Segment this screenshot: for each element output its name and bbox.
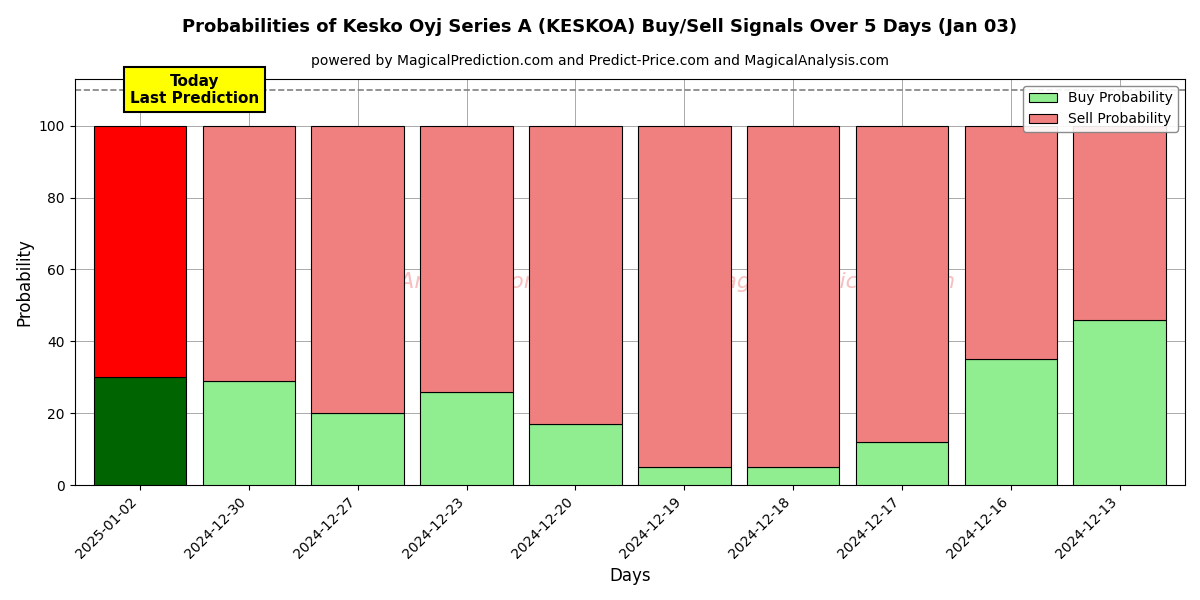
Y-axis label: Probability: Probability [16, 238, 34, 326]
Bar [746, 467, 839, 485]
Text: Probabilities of Kesko Oyj Series A (KESKOA) Buy/Sell Signals Over 5 Days (Jan 0: Probabilities of Kesko Oyj Series A (KES… [182, 18, 1018, 36]
Bar [1074, 125, 1166, 320]
Bar [312, 125, 404, 413]
Bar [420, 125, 512, 392]
Bar [312, 413, 404, 485]
Bar [638, 125, 731, 467]
Bar [529, 125, 622, 424]
Text: MagicalAnalysis.com: MagicalAnalysis.com [314, 272, 546, 292]
Bar [856, 442, 948, 485]
Text: powered by MagicalPrediction.com and Predict-Price.com and MagicalAnalysis.com: powered by MagicalPrediction.com and Pre… [311, 54, 889, 68]
Bar [746, 125, 839, 467]
Bar [94, 377, 186, 485]
Legend: Buy Probability, Sell Probability: Buy Probability, Sell Probability [1024, 86, 1178, 132]
X-axis label: Days: Days [610, 567, 650, 585]
Bar [94, 125, 186, 377]
Bar [965, 359, 1057, 485]
Text: MagicalPrediction.com: MagicalPrediction.com [704, 272, 955, 292]
Bar [203, 381, 295, 485]
Text: Today
Last Prediction: Today Last Prediction [130, 74, 259, 106]
Bar [856, 125, 948, 442]
Bar [420, 392, 512, 485]
Bar [529, 424, 622, 485]
Bar [638, 467, 731, 485]
Bar [965, 125, 1057, 359]
Bar [203, 125, 295, 381]
Bar [1074, 320, 1166, 485]
